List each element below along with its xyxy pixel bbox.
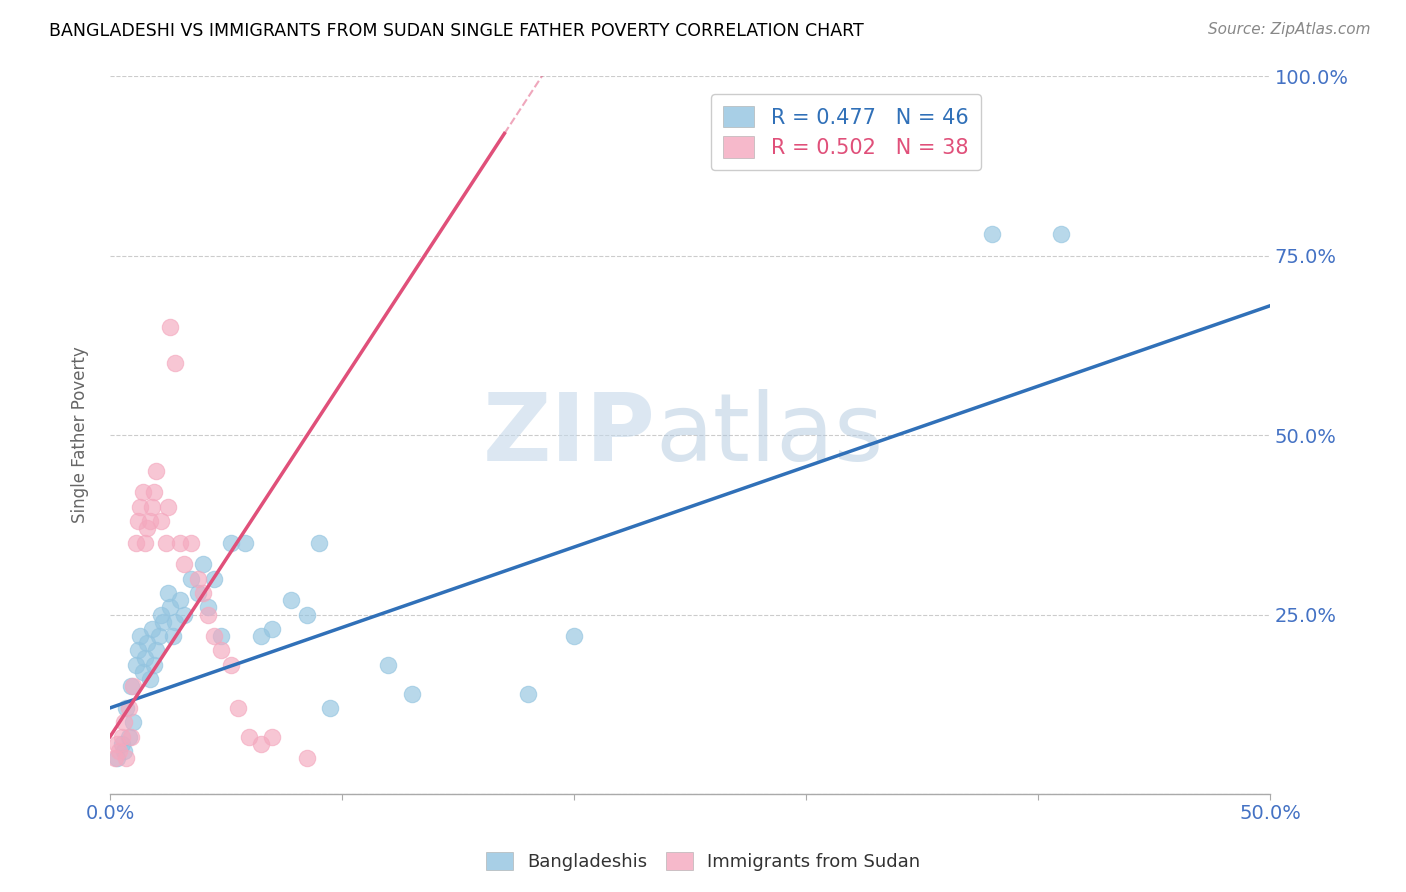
Point bbox=[148, 629, 170, 643]
Point bbox=[187, 586, 209, 600]
Point bbox=[112, 715, 135, 730]
Point bbox=[159, 320, 181, 334]
Point bbox=[233, 535, 256, 549]
Point bbox=[138, 514, 160, 528]
Point bbox=[209, 643, 232, 657]
Point bbox=[219, 535, 242, 549]
Point bbox=[145, 464, 167, 478]
Point bbox=[120, 679, 142, 693]
Y-axis label: Single Father Poverty: Single Father Poverty bbox=[72, 347, 89, 524]
Point bbox=[162, 629, 184, 643]
Point bbox=[117, 730, 139, 744]
Point bbox=[163, 615, 186, 629]
Point bbox=[562, 629, 585, 643]
Point bbox=[155, 535, 177, 549]
Point bbox=[204, 629, 226, 643]
Point bbox=[134, 535, 156, 549]
Point bbox=[136, 521, 159, 535]
Point bbox=[308, 535, 330, 549]
Point bbox=[209, 629, 232, 643]
Point bbox=[145, 643, 167, 657]
Point bbox=[134, 650, 156, 665]
Point bbox=[104, 751, 127, 765]
Point bbox=[117, 701, 139, 715]
Legend: Bangladeshis, Immigrants from Sudan: Bangladeshis, Immigrants from Sudan bbox=[478, 845, 928, 879]
Point bbox=[980, 227, 1002, 241]
Point bbox=[204, 572, 226, 586]
Point bbox=[122, 715, 145, 730]
Point bbox=[219, 657, 242, 672]
Legend: R = 0.477   N = 46, R = 0.502   N = 38: R = 0.477 N = 46, R = 0.502 N = 38 bbox=[710, 94, 981, 170]
Point bbox=[105, 737, 128, 751]
Point bbox=[1050, 227, 1073, 241]
Point bbox=[131, 665, 153, 679]
Text: Source: ZipAtlas.com: Source: ZipAtlas.com bbox=[1208, 22, 1371, 37]
Point bbox=[157, 586, 180, 600]
Point bbox=[141, 622, 163, 636]
Point bbox=[111, 737, 134, 751]
Point bbox=[105, 751, 128, 765]
Point bbox=[136, 636, 159, 650]
Point bbox=[150, 607, 173, 622]
Point bbox=[238, 730, 260, 744]
Point bbox=[187, 572, 209, 586]
Point bbox=[262, 730, 284, 744]
Point bbox=[297, 751, 319, 765]
Point bbox=[262, 622, 284, 636]
Point bbox=[112, 744, 135, 758]
Point bbox=[127, 514, 149, 528]
Point bbox=[191, 586, 214, 600]
Point bbox=[169, 535, 191, 549]
Point bbox=[180, 535, 202, 549]
Point bbox=[131, 485, 153, 500]
Point bbox=[159, 600, 181, 615]
Point bbox=[173, 607, 195, 622]
Point bbox=[108, 744, 131, 758]
Point bbox=[115, 701, 138, 715]
Point bbox=[250, 629, 273, 643]
Point bbox=[127, 643, 149, 657]
Point bbox=[169, 593, 191, 607]
Point bbox=[197, 607, 219, 622]
Point bbox=[124, 657, 146, 672]
Point bbox=[122, 679, 145, 693]
Point bbox=[516, 687, 538, 701]
Point bbox=[197, 600, 219, 615]
Point bbox=[319, 701, 342, 715]
Point bbox=[111, 730, 134, 744]
Text: atlas: atlas bbox=[655, 389, 883, 481]
Point bbox=[152, 615, 174, 629]
Point bbox=[180, 572, 202, 586]
Point bbox=[191, 558, 214, 572]
Point bbox=[143, 485, 166, 500]
Point bbox=[226, 701, 249, 715]
Point bbox=[150, 514, 173, 528]
Point bbox=[157, 500, 180, 514]
Point bbox=[173, 558, 195, 572]
Point bbox=[297, 607, 319, 622]
Point bbox=[163, 356, 186, 370]
Point bbox=[129, 629, 152, 643]
Point bbox=[120, 730, 142, 744]
Point bbox=[280, 593, 302, 607]
Point bbox=[129, 500, 152, 514]
Point bbox=[115, 751, 138, 765]
Text: BANGLADESHI VS IMMIGRANTS FROM SUDAN SINGLE FATHER POVERTY CORRELATION CHART: BANGLADESHI VS IMMIGRANTS FROM SUDAN SIN… bbox=[49, 22, 863, 40]
Point bbox=[250, 737, 273, 751]
Point bbox=[401, 687, 423, 701]
Point bbox=[141, 500, 163, 514]
Point bbox=[124, 535, 146, 549]
Point bbox=[138, 672, 160, 686]
Point bbox=[377, 657, 399, 672]
Text: ZIP: ZIP bbox=[482, 389, 655, 481]
Point bbox=[143, 657, 166, 672]
